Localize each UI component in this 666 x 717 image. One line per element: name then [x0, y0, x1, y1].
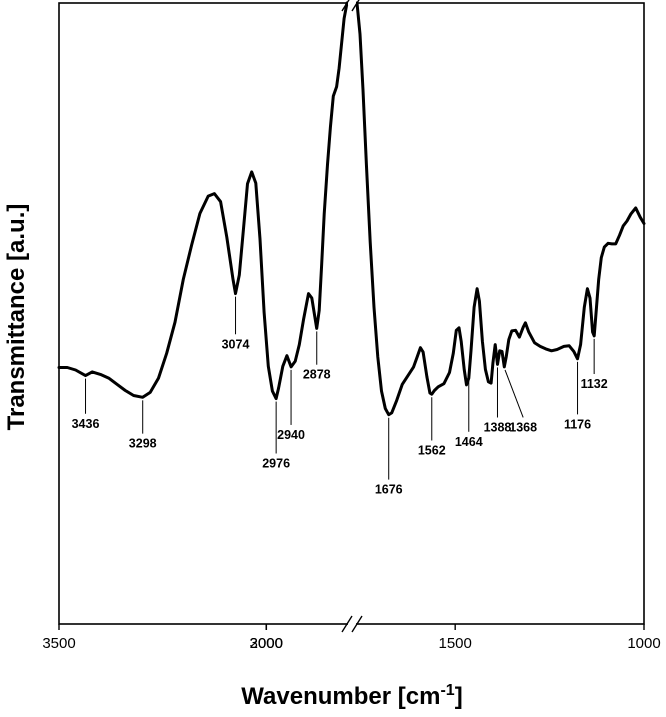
x-axis-title: Wavenumber [cm-1]: [241, 682, 462, 710]
peak-label: 1176: [564, 417, 591, 431]
spectrum-line: [57, 1, 646, 417]
y-axis-title: Transmittance [a.u.]: [3, 204, 30, 431]
axis-break-slash: [341, 615, 353, 633]
x-tick-label: 3500: [42, 635, 75, 652]
x-tick-label: 1500: [438, 635, 471, 652]
peak-label: 3298: [129, 437, 157, 451]
x-tick-label: 1000: [627, 635, 660, 652]
peak-label: 1676: [375, 483, 403, 497]
peak-leader-line: [504, 369, 524, 418]
axis-break-gap: [348, 622, 356, 626]
peak-label: 3074: [222, 337, 250, 351]
peak-label: 3436: [72, 417, 100, 431]
x-tick-label: 2000: [250, 635, 283, 652]
x-tick-label: 3000: [250, 635, 283, 652]
peak-label: 1562: [418, 443, 446, 457]
peak-label: 1464: [455, 435, 483, 449]
axis-break-slash: [351, 0, 360, 12]
peak-label: 1368: [509, 420, 537, 434]
axis-break-slash: [351, 615, 363, 633]
peak-label: 2976: [262, 457, 290, 471]
plot-frame: [58, 2, 645, 625]
peak-label: 2940: [277, 428, 305, 442]
peak-label: 2878: [303, 368, 331, 382]
axis-break-gap: [348, 1, 356, 5]
peak-label: 1388: [484, 420, 512, 434]
peak-label: 1132: [581, 377, 608, 391]
peak-annotations: 3436 3298 3074 2976 2940 2878 1676 1562 14641388…: [72, 296, 608, 497]
axis-break-markers: [341, 0, 363, 633]
axis-break-slash: [341, 0, 350, 12]
